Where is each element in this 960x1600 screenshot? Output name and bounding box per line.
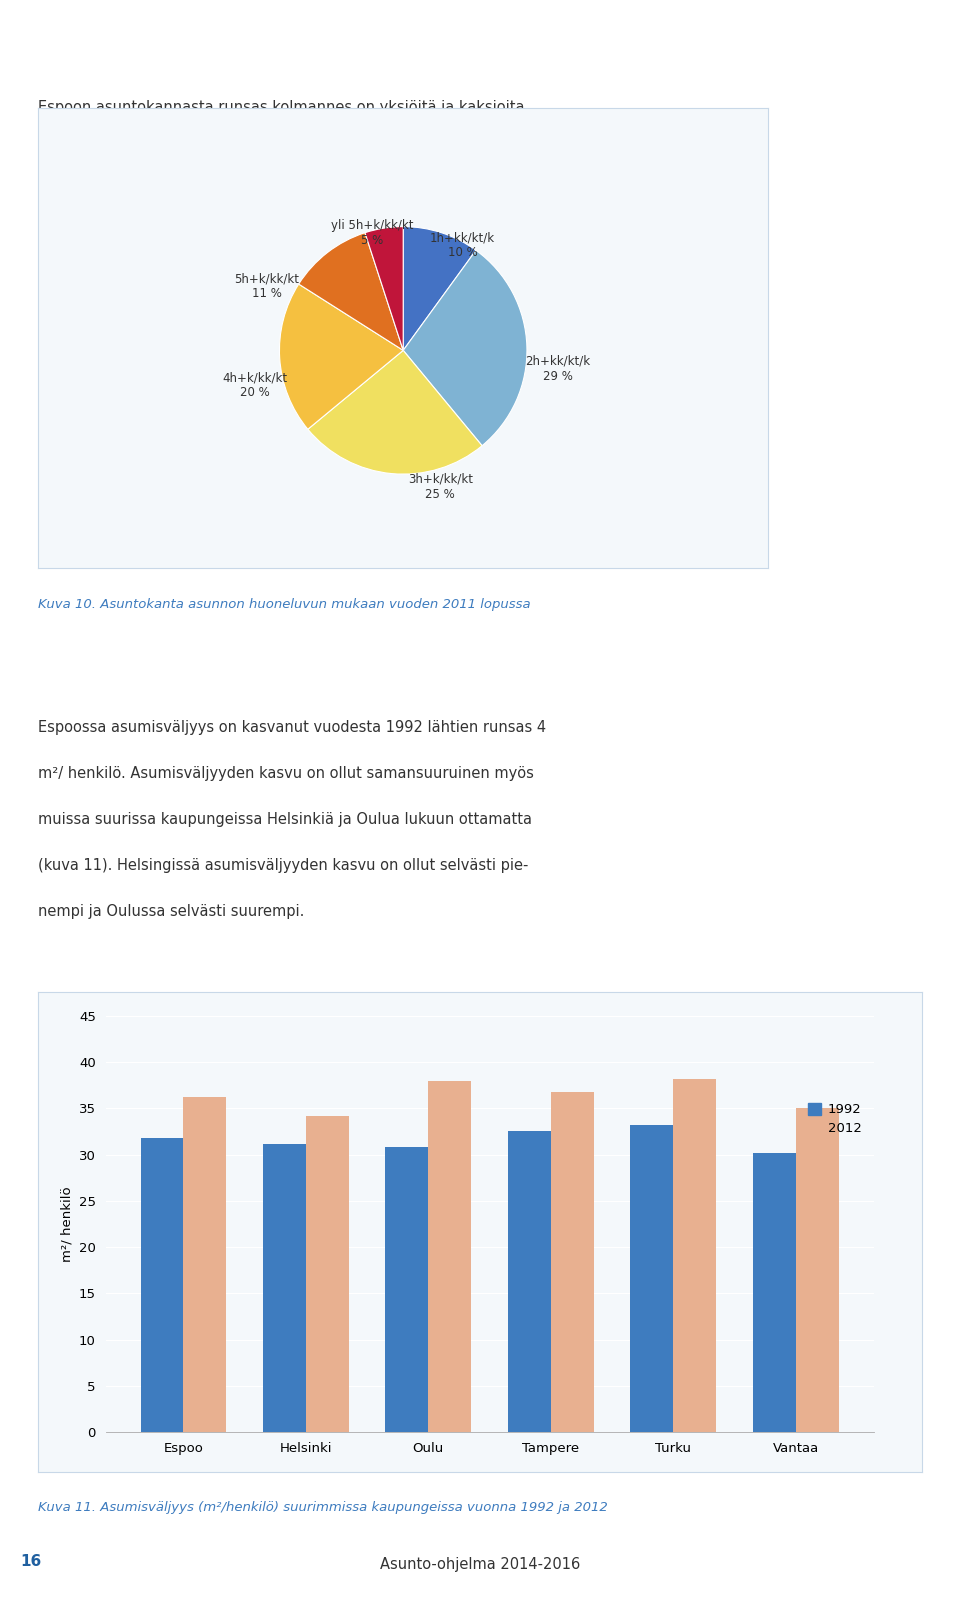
Bar <box>508 1131 551 1432</box>
Text: Espoon asuntokannasta runsas kolmannes on yksiöitä ja kaksioita.: Espoon asuntokannasta runsas kolmannes o… <box>38 99 530 115</box>
Y-axis label: m²/ henkilö: m²/ henkilö <box>60 1186 73 1262</box>
Text: 16: 16 <box>20 1554 42 1570</box>
Text: muissa suurissa kaupungeissa Helsinkiä ja Oulua lukuun ottamatta: muissa suurissa kaupungeissa Helsinkiä j… <box>38 811 533 827</box>
Text: Espoossa asumisväljyys on kasvanut vuodesta 1992 lähtien runsas 4: Espoossa asumisväljyys on kasvanut vuode… <box>38 720 546 734</box>
Bar <box>551 1091 593 1432</box>
Bar <box>306 1115 348 1432</box>
Bar <box>631 1125 673 1432</box>
Text: Kuva 11. Asumisväljyys (m²/henkilö) suurimmissa kaupungeissa vuonna 1992 ja 2012: Kuva 11. Asumisväljyys (m²/henkilö) suur… <box>38 1501 608 1515</box>
Text: nempi ja Oulussa selvästi suurempi.: nempi ja Oulussa selvästi suurempi. <box>38 904 304 918</box>
Bar <box>140 1138 183 1432</box>
Bar <box>386 1147 428 1432</box>
Text: (kuva 11). Helsingissä asumisväljyyden kasvu on ollut selvästi pie-: (kuva 11). Helsingissä asumisväljyyden k… <box>38 858 529 872</box>
Wedge shape <box>403 227 476 350</box>
Text: rempia asuntoja (kuva 10). Asuntojen keskipinta-ala on keskimäärin: rempia asuntoja (kuva 10). Asuntojen kes… <box>38 152 540 166</box>
Text: Asunto-ohjelma 2014-2016: Asunto-ohjelma 2014-2016 <box>380 1557 580 1571</box>
Bar <box>673 1078 716 1432</box>
Text: 2h+kk/kt/k
29 %: 2h+kk/kt/k 29 % <box>525 355 590 382</box>
Wedge shape <box>299 232 403 350</box>
Wedge shape <box>403 250 527 446</box>
Legend: 1992, 2012: 1992, 2012 <box>803 1098 867 1141</box>
Wedge shape <box>308 350 482 474</box>
Bar <box>796 1109 839 1432</box>
Text: Suunnilleen saman verran on neljä huonetta keittiöitä ja sitä suu-: Suunnilleen saman verran on neljä huonet… <box>38 126 520 141</box>
Bar <box>753 1154 796 1432</box>
Bar <box>428 1080 471 1432</box>
Text: 5h+k/kk/kt
11 %: 5h+k/kk/kt 11 % <box>234 272 300 301</box>
Bar <box>183 1098 227 1432</box>
Wedge shape <box>365 227 403 350</box>
Text: Kuva 10. Asuntokanta asunnon huoneluvun mukaan vuoden 2011 lopussa: Kuva 10. Asuntokanta asunnon huoneluvun … <box>38 598 531 611</box>
Wedge shape <box>279 285 403 429</box>
Text: m²/ henkilö. Asumisväljyyden kasvu on ollut samansuuruinen myös: m²/ henkilö. Asumisväljyyden kasvu on ol… <box>38 766 535 781</box>
Text: 3h+k/kk/kt
25 %: 3h+k/kk/kt 25 % <box>408 472 473 501</box>
Text: 1h+kk/kt/k
10 %: 1h+kk/kt/k 10 % <box>430 230 495 259</box>
Bar <box>263 1144 306 1432</box>
Text: yli 5h+k/kk/kt
5 %: yli 5h+k/kk/kt 5 % <box>331 219 414 246</box>
Text: 79 m² ja asumisväljyys 36 m² henkilöä kohden.: 79 m² ja asumisväljyys 36 m² henkilöä ko… <box>38 178 386 194</box>
Text: 4h+k/kk/kt
20 %: 4h+k/kk/kt 20 % <box>222 371 287 398</box>
